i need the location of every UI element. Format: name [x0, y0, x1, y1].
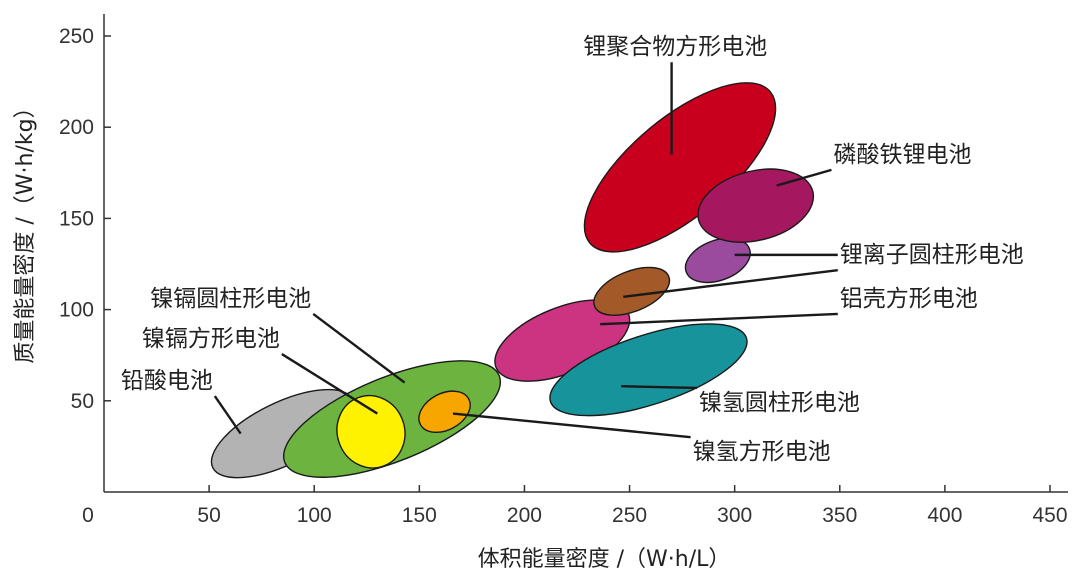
battery-regions: [210, 82, 815, 479]
x-tick-label: 50: [197, 504, 220, 527]
y-tick-label: 50: [71, 390, 94, 413]
battery-region-9: [697, 168, 815, 243]
x-tick-label: 450: [1032, 504, 1067, 527]
region-label-4: 镍镉圆柱形电池: [150, 286, 311, 312]
x-tick-label: 400: [927, 504, 962, 527]
battery-region-2: [336, 394, 406, 469]
region-label-7: 镍氢圆柱形电池: [699, 390, 860, 416]
battery-region-8: [583, 82, 777, 253]
axis-ticks: 50 100 150 200 250 300 350 400 450 50 100 150 200 250: [59, 25, 1068, 527]
watermark-text: 大数跨境: [56, 556, 124, 576]
x-tick-label: 200: [507, 504, 542, 527]
watermark-logo-icon: [32, 555, 52, 575]
battery-region-6: [593, 266, 671, 316]
region-label-1: 磷酸铁锂电池: [833, 142, 971, 168]
y-axis-title: 质量能量密度 /（W·h/kg）: [13, 96, 38, 363]
pointer-line-6-0: [213, 395, 242, 435]
region-label-2: 锂离子圆柱形电池: [840, 242, 1024, 268]
battery-region-3: [418, 390, 471, 434]
label-pointer-lines: [213, 62, 838, 439]
x-tick-label: 350: [822, 504, 857, 527]
y-tick-label: 250: [59, 25, 94, 48]
origin-label: 0: [82, 504, 94, 527]
battery-region-5: [549, 323, 748, 417]
y-tick-label: 200: [59, 116, 94, 139]
y-tick-label: 100: [59, 299, 94, 322]
x-tick-label: 300: [717, 504, 752, 527]
region-label-0: 锂聚合物方形电池: [583, 34, 767, 60]
region-label-8: 镍氢方形电池: [693, 439, 831, 465]
region-label-5: 镍镉方形电池: [142, 326, 280, 352]
x-tick-label: 100: [297, 504, 332, 527]
x-tick-label: 250: [612, 504, 647, 527]
pointer-line-2-1: [623, 268, 838, 299]
x-axis-title: 体积能量密度 /（W·h/L）: [478, 547, 731, 572]
region-label-6: 铅酸电池: [121, 368, 213, 394]
x-tick-label: 150: [402, 504, 437, 527]
pointer-line-1-0: [776, 168, 832, 187]
y-tick-label: 150: [59, 207, 94, 230]
pointer-line-4-0: [312, 312, 406, 384]
pointer-line-8-0: [452, 412, 691, 439]
watermark: 大数跨境: [32, 555, 124, 576]
pointer-line-5-0: [281, 353, 378, 415]
battery-region-7: [684, 237, 751, 284]
pointer-line-3-0: [600, 312, 838, 326]
region-label-3: 铝壳方形电池: [840, 286, 978, 312]
pointer-line-7-0: [621, 385, 697, 390]
axes: [103, 14, 1068, 493]
